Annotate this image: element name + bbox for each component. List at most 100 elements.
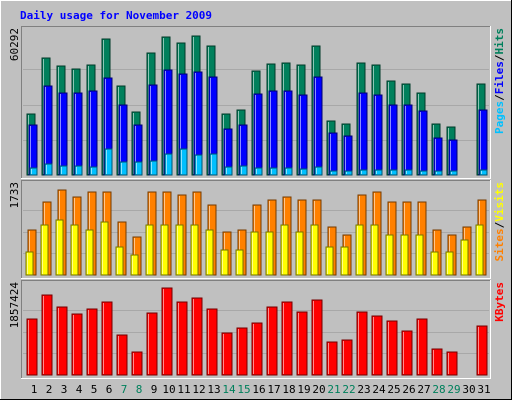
bar-kbytes-day-28 — [431, 348, 443, 376]
bar-pages-day-27 — [419, 170, 428, 176]
bar-visits-day-11 — [175, 224, 184, 276]
bar-kbytes-day-12 — [191, 297, 203, 376]
bar-pages-day-17 — [269, 167, 278, 176]
bar-pages-day-28 — [434, 170, 443, 176]
x-label-day-24: 24 — [372, 383, 386, 396]
bar-pages-day-5 — [89, 166, 98, 176]
bar-kbytes-day-5 — [86, 308, 98, 376]
bar-pages-day-13 — [209, 153, 218, 176]
bar-visits-day-3 — [55, 219, 64, 276]
bar-pages-day-21 — [329, 170, 338, 176]
bar-kbytes-day-31 — [476, 325, 488, 376]
bar-visits-day-24 — [370, 224, 379, 276]
bar-visits-day-9 — [145, 224, 154, 276]
panel-visits-sites: 1733 Sites/Visits — [8, 180, 506, 279]
x-label-day-25: 25 — [387, 383, 400, 396]
x-axis-labels: 1 2 3 4 5 6 7 8 9 10 11 12 13 14 15 16 17 18 19 20 21 22 23 24 2… — [31, 383, 491, 396]
bar-pages-day-7 — [119, 161, 128, 176]
bar-pages-day-23 — [359, 169, 368, 176]
bar-visits-day-28 — [430, 251, 439, 276]
x-label-day-21: 21 — [327, 383, 340, 396]
bar-kbytes-day-8 — [131, 351, 143, 376]
bar-pages-day-26 — [404, 169, 413, 176]
legend-kbytes: KBytes — [493, 282, 506, 322]
x-label-day-22: 22 — [342, 383, 355, 396]
bar-pages-day-2 — [44, 163, 53, 176]
bar-pages-day-8 — [134, 161, 143, 176]
bar-kbytes-day-4 — [71, 313, 83, 376]
bar-visits-day-14 — [220, 249, 229, 276]
bar-visits-day-23 — [355, 224, 364, 276]
x-label-day-20: 20 — [312, 383, 325, 396]
bar-visits-day-6 — [100, 221, 109, 276]
x-label-day-1: 1 — [31, 383, 38, 396]
bar-kbytes-day-14 — [221, 332, 233, 376]
x-label-day-30: 30 — [462, 383, 475, 396]
x-label-day-19: 19 — [297, 383, 310, 396]
x-label-day-31: 31 — [477, 383, 490, 396]
bar-visits-day-8 — [130, 254, 139, 276]
y-max-label: 1857424 — [8, 282, 21, 329]
chart-title: Daily usage for November 2009 — [20, 9, 212, 22]
bar-pages-day-29 — [449, 170, 458, 176]
bar-kbytes-day-7 — [116, 334, 128, 376]
bar-pages-day-24 — [374, 169, 383, 176]
bar-kbytes-day-11 — [176, 301, 188, 376]
bar-kbytes-day-23 — [356, 311, 368, 376]
legend-item: Sites — [493, 228, 506, 261]
x-label-day-5: 5 — [91, 383, 98, 396]
legend-item: / — [493, 54, 506, 61]
x-label-day-17: 17 — [267, 383, 280, 396]
bar-visits-day-19 — [295, 231, 304, 276]
bar-visits-day-1 — [25, 251, 34, 276]
bar-pages-day-9 — [149, 160, 158, 176]
bar-kbytes-day-19 — [296, 311, 308, 376]
legend-item: KBytes — [493, 282, 506, 322]
bar-kbytes-day-29 — [446, 351, 458, 376]
x-label-day-6: 6 — [106, 383, 113, 396]
x-label-day-4: 4 — [76, 383, 83, 396]
x-label-day-26: 26 — [402, 383, 415, 396]
x-label-day-10: 10 — [162, 383, 175, 396]
x-label-day-23: 23 — [357, 383, 370, 396]
legend-item: / — [493, 94, 506, 101]
bar-kbytes-day-6 — [101, 301, 113, 376]
bar-pages-day-4 — [74, 165, 83, 176]
bar-pages-day-3 — [59, 165, 68, 176]
bar-visits-day-29 — [445, 251, 454, 276]
bar-kbytes-day-2 — [41, 294, 53, 376]
x-label-day-15: 15 — [237, 383, 250, 396]
bar-kbytes-day-15 — [236, 327, 248, 376]
bar-pages-day-25 — [389, 169, 398, 176]
bar-kbytes-day-22 — [341, 339, 353, 376]
bar-visits-day-31 — [475, 224, 484, 276]
bar-pages-day-19 — [299, 168, 308, 176]
x-label-day-2: 2 — [46, 383, 53, 396]
bar-pages-day-10 — [164, 153, 173, 176]
x-label-day-7: 7 — [121, 383, 128, 396]
x-label-day-18: 18 — [282, 383, 295, 396]
x-label-day-14: 14 — [222, 383, 236, 396]
bar-kbytes-day-17 — [266, 306, 278, 376]
bar-kbytes-day-16 — [251, 322, 263, 376]
y-max-label: 60292 — [8, 28, 21, 61]
bar-pages-day-1 — [29, 167, 38, 176]
bar-visits-day-27 — [415, 234, 424, 276]
bar-kbytes-day-9 — [146, 312, 158, 376]
legend-item: Visits — [493, 182, 506, 222]
bar-kbytes-day-10 — [161, 287, 173, 376]
bar-visits-day-7 — [115, 246, 124, 276]
bar-pages-day-12 — [194, 154, 203, 176]
x-label-day-11: 11 — [177, 383, 190, 396]
x-label-day-29: 29 — [447, 383, 460, 396]
x-label-day-16: 16 — [252, 383, 265, 396]
x-label-day-9: 9 — [151, 383, 158, 396]
bar-pages-day-18 — [284, 167, 293, 176]
bar-kbytes-day-3 — [56, 306, 68, 376]
x-label-day-12: 12 — [192, 383, 205, 396]
bar-visits-day-2 — [40, 224, 49, 276]
bar-visits-day-15 — [235, 249, 244, 276]
